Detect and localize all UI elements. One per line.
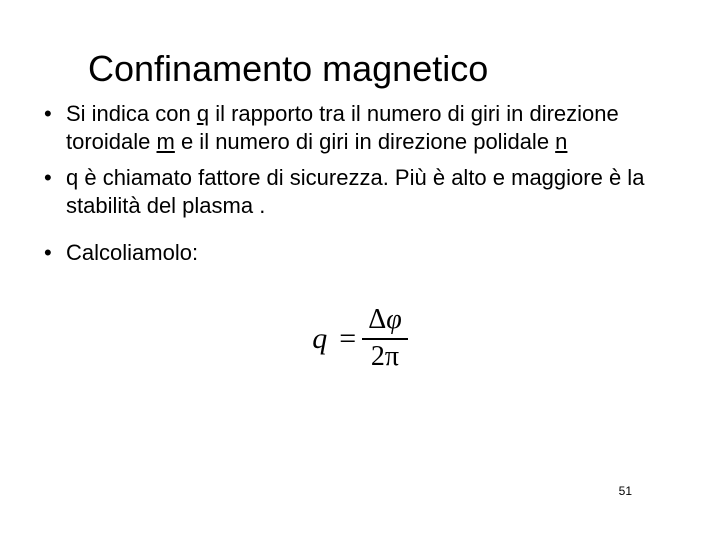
delta-symbol: Δ xyxy=(368,304,386,335)
formula-denominator: 2π xyxy=(365,342,405,373)
text-fragment: e il numero di giri in direzione polidal… xyxy=(175,129,555,154)
phi-symbol: φ xyxy=(386,304,402,335)
page-number: 51 xyxy=(619,484,632,498)
variable-n: n xyxy=(555,129,567,154)
slide: Confinamento magnetico Si indica con q i… xyxy=(0,0,720,372)
slide-title: Confinamento magnetico xyxy=(88,48,682,90)
bullet-item-2: q è chiamato fattore di sicurezza. Più è… xyxy=(38,164,682,220)
formula-container: q = Δφ 2π xyxy=(38,305,682,373)
text-fragment: Si indica con xyxy=(66,101,197,126)
formula-fraction: Δφ 2π xyxy=(362,305,408,373)
fraction-bar xyxy=(362,338,408,340)
formula: q = Δφ 2π xyxy=(312,305,407,373)
bullet-item-1: Si indica con q il rapporto tra il numer… xyxy=(38,100,682,156)
variable-q: q xyxy=(197,101,209,126)
formula-numerator: Δφ xyxy=(362,305,408,336)
formula-lhs: q xyxy=(312,322,327,356)
bullet-list: Si indica con q il rapporto tra il numer… xyxy=(38,100,682,267)
formula-equals: = xyxy=(339,322,356,356)
bullet-item-3: Calcoliamolo: xyxy=(38,239,682,267)
variable-m: m xyxy=(157,129,175,154)
